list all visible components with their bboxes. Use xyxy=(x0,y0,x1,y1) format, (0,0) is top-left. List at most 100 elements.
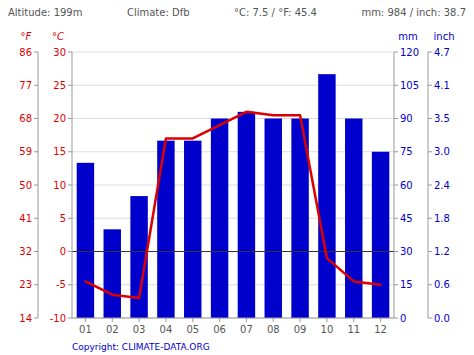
axis-label: mm xyxy=(398,31,417,42)
tick xyxy=(85,318,86,322)
tick-label: 08 xyxy=(267,324,280,335)
line xyxy=(85,112,380,298)
tick-label: 120 xyxy=(400,47,419,58)
tick-label: 32 xyxy=(19,246,32,257)
tick-label: -5 xyxy=(56,279,66,290)
tick xyxy=(394,185,398,186)
tick-label: 3.5 xyxy=(434,113,450,124)
tick xyxy=(68,52,72,53)
tick xyxy=(300,318,301,322)
tick-label: 07 xyxy=(240,324,253,335)
tick xyxy=(68,251,72,252)
tick xyxy=(394,118,398,119)
x-axis: 010203040506070809101112 xyxy=(72,318,394,335)
tick xyxy=(34,218,38,219)
tick xyxy=(394,151,398,152)
tick-label: 30 xyxy=(400,246,413,257)
tick-label: 05 xyxy=(186,324,199,335)
tick xyxy=(394,284,398,285)
tick xyxy=(219,318,220,322)
tick-label: 04 xyxy=(160,324,173,335)
grid-line xyxy=(72,85,394,86)
tick-label: 20 xyxy=(53,113,66,124)
tick xyxy=(380,318,381,322)
tick-label: 09 xyxy=(294,324,307,335)
tick xyxy=(428,151,432,152)
tick-label: 15 xyxy=(400,279,413,290)
tick xyxy=(34,185,38,186)
zero-line xyxy=(72,251,394,252)
tick-label: 06 xyxy=(213,324,226,335)
tick xyxy=(68,151,72,152)
tick-label: 25 xyxy=(53,80,66,91)
tick xyxy=(112,318,113,322)
tick xyxy=(246,318,247,322)
tick xyxy=(428,85,432,86)
annotation: °C: 7.5 / °F: 45.4 xyxy=(234,7,317,18)
bar xyxy=(372,152,389,318)
tick-label: 1.2 xyxy=(434,246,450,257)
tick-label: 0 xyxy=(60,246,66,257)
bar xyxy=(104,229,121,318)
tick-label: 10 xyxy=(321,324,334,335)
tick xyxy=(139,318,140,322)
tick xyxy=(428,284,432,285)
tick-label: 60 xyxy=(400,180,413,191)
tick-label: 01 xyxy=(79,324,92,335)
tick-label: 03 xyxy=(133,324,146,335)
axis-label: inch xyxy=(434,31,455,42)
tick xyxy=(68,318,72,319)
tick-label: 02 xyxy=(106,324,119,335)
bar xyxy=(184,141,201,318)
tick xyxy=(192,318,193,322)
tick xyxy=(68,118,72,119)
chart: 010203040506070809101112-10-505101520253… xyxy=(0,0,474,355)
tick-label: 11 xyxy=(347,324,360,335)
tick-label: 15 xyxy=(53,146,66,157)
tick xyxy=(34,52,38,53)
tick xyxy=(273,318,274,322)
tick xyxy=(428,251,432,252)
tick-label: 10 xyxy=(53,180,66,191)
tick-label: 77 xyxy=(19,80,32,91)
tick-label: 4.1 xyxy=(434,80,450,91)
tick-label: 105 xyxy=(400,80,419,91)
tick xyxy=(68,85,72,86)
tick xyxy=(428,218,432,219)
y-axis-outer: 142332415059687786 xyxy=(19,47,38,324)
tick-label: 90 xyxy=(400,113,413,124)
axis-line xyxy=(72,318,394,319)
tick-label: 14 xyxy=(19,313,32,324)
tick-label: 30 xyxy=(53,47,66,58)
y2-axis-outer: 0.00.61.21.82.43.03.54.14.7 xyxy=(428,47,450,324)
tick xyxy=(68,185,72,186)
tick xyxy=(68,284,72,285)
bar xyxy=(77,163,94,318)
tick-label: 0 xyxy=(400,313,406,324)
tick xyxy=(34,251,38,252)
tick-label: 3.0 xyxy=(434,146,450,157)
bar xyxy=(211,119,228,319)
annotation: Climate: Dfb xyxy=(127,7,190,18)
tick xyxy=(394,318,398,319)
tick-label: 4.7 xyxy=(434,47,450,58)
tick xyxy=(353,318,354,322)
grid xyxy=(72,52,394,318)
tick-label: 1.8 xyxy=(434,213,450,224)
tick-label: 45 xyxy=(400,213,413,224)
tick-label: 75 xyxy=(400,146,413,157)
axis-label: °C xyxy=(52,31,64,42)
tick xyxy=(34,85,38,86)
tick xyxy=(428,118,432,119)
grid-line xyxy=(72,251,394,252)
tick-label: -10 xyxy=(50,313,66,324)
annotation: mm: 984 / inch: 38.7 xyxy=(361,7,466,18)
tick-label: 0.0 xyxy=(434,313,450,324)
tick xyxy=(34,118,38,119)
grid-line xyxy=(72,318,394,319)
tick xyxy=(34,318,38,319)
bar xyxy=(345,119,362,319)
tick-label: 5 xyxy=(60,213,66,224)
tick xyxy=(165,318,166,322)
tick xyxy=(428,52,432,53)
